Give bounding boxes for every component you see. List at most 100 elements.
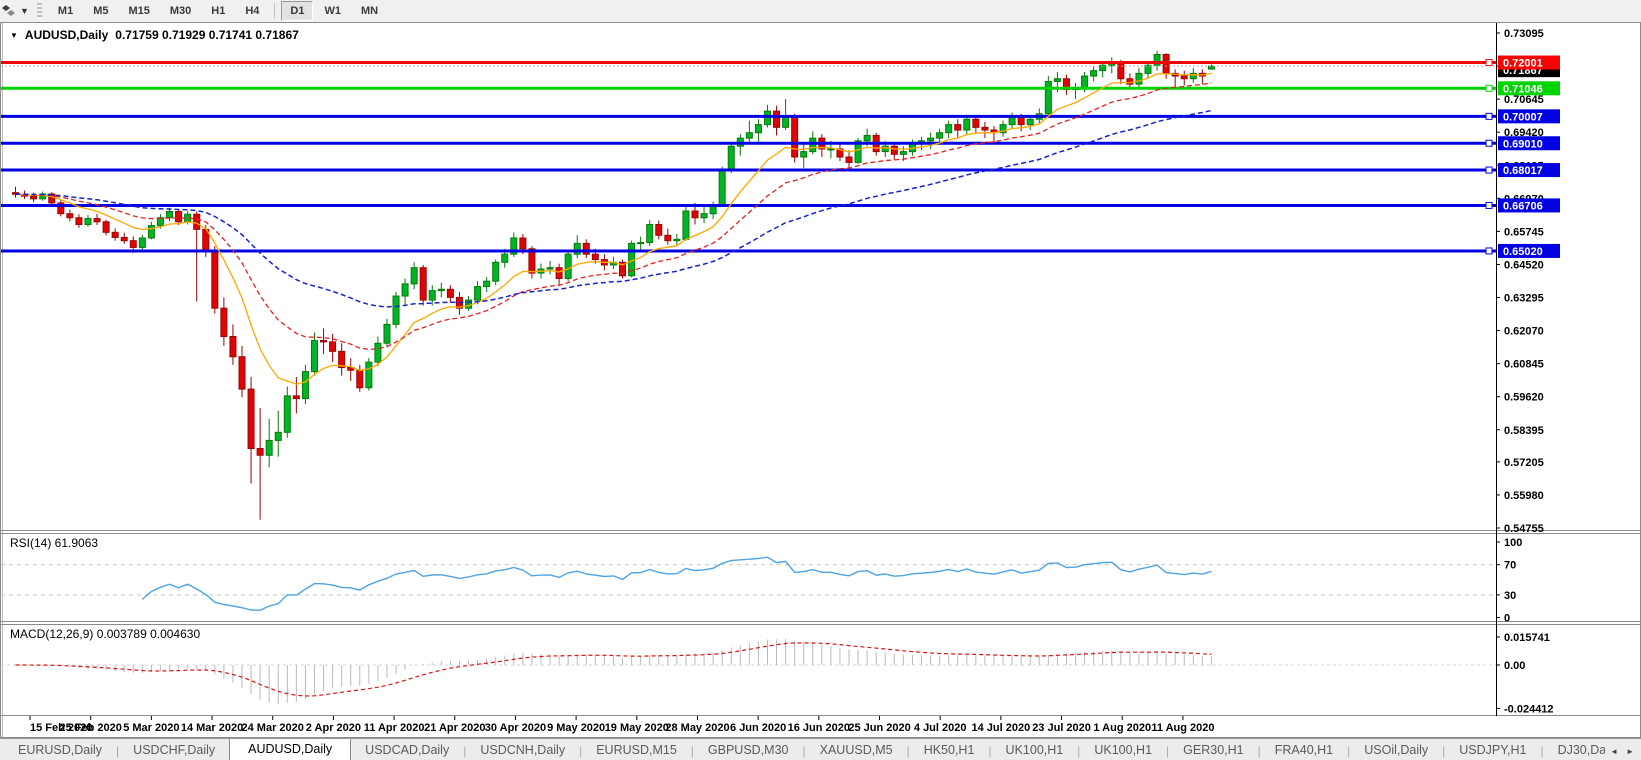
candlestick-series[interactable]: [12, 50, 1215, 520]
tab-separator: |: [1347, 744, 1351, 758]
svg-text:23 Jul 2020: 23 Jul 2020: [1032, 722, 1091, 734]
timeframe-button-m15[interactable]: M15: [128, 5, 150, 17]
tab-eurusd-daily[interactable]: EURUSD,Daily: [18, 743, 103, 757]
timeframes-toolbar: ▼ M1 M5 M15 M30 H1 H4 D1 W1 MN: [0, 0, 1641, 23]
svg-text:0.64520: 0.64520: [1504, 259, 1544, 271]
tab-xauusd-m5[interactable]: XAUUSD,M5: [819, 743, 893, 757]
svg-text:6 Jun 2020: 6 Jun 2020: [730, 722, 786, 734]
moving-average-10: [15, 72, 1212, 385]
timeframe-button-d1[interactable]: D1: [281, 1, 314, 21]
timeframe-button-mn[interactable]: MN: [360, 5, 379, 17]
tab-usdchf-daily[interactable]: USDCHF,Daily: [133, 743, 216, 757]
collapse-triangle-icon[interactable]: ▼: [10, 30, 18, 40]
timeframe-button-h4[interactable]: H4: [245, 5, 260, 17]
svg-text:0.00: 0.00: [1504, 660, 1525, 672]
macd-signal-line: [15, 642, 1212, 697]
price-axis[interactable]: 0.730950.718700.706450.694200.681950.669…: [1496, 23, 1560, 716]
chart-tabs-bar: EURUSD,Daily | USDCHF,Daily AUDUSD,Daily USD…: [0, 738, 1641, 760]
tab-uk100-h1[interactable]: UK100,H1: [1094, 743, 1153, 757]
svg-text:19 May 2020: 19 May 2020: [605, 722, 669, 734]
svg-text:0.72001: 0.72001: [1503, 58, 1543, 70]
svg-text:30 Apr 2020: 30 Apr 2020: [485, 722, 546, 734]
chart-canvas[interactable]: 0.730950.718700.706450.694200.681950.669…: [0, 22, 1641, 738]
tab-separator: |: [463, 744, 467, 758]
svg-text:0.68017: 0.68017: [1503, 165, 1543, 177]
svg-text:25 Feb 2020: 25 Feb 2020: [59, 722, 121, 734]
svg-text:11 Apr 2020: 11 Apr 2020: [364, 722, 425, 734]
tab-ger30-h1[interactable]: GER30,H1: [1183, 743, 1244, 757]
svg-text:0.65020: 0.65020: [1503, 246, 1543, 258]
svg-text:0.63295: 0.63295: [1504, 293, 1544, 305]
tab-separator: |: [579, 744, 583, 758]
toolbar-grip-handle[interactable]: [36, 3, 42, 19]
tab-separator: |: [116, 744, 120, 758]
timeframe-button-h1[interactable]: H1: [211, 5, 226, 17]
svg-text:14 Mar 2020: 14 Mar 2020: [181, 722, 243, 734]
svg-text:9 May 2020: 9 May 2020: [547, 722, 605, 734]
tab-separator: |: [690, 744, 694, 758]
tabs-scroll-right-button[interactable]: ►: [1626, 747, 1634, 756]
svg-text:0.62070: 0.62070: [1504, 326, 1544, 338]
svg-text:4 Jul 2020: 4 Jul 2020: [914, 722, 967, 734]
svg-text:25 Jun 2020: 25 Jun 2020: [848, 722, 910, 734]
tab-hk50-h1[interactable]: HK50,H1: [923, 743, 975, 757]
rsi-indicator-label: RSI(14) 61.9063: [10, 536, 99, 550]
macd-indicator-label: MACD(12,26,9) 0.003789 0.004630: [10, 627, 201, 641]
chart-symbol-label: AUDUSD,Daily: [24, 28, 109, 42]
timeframe-button-m30[interactable]: M30: [169, 5, 192, 17]
moving-average-45: [15, 109, 1212, 308]
macd-pane[interactable]: [1, 638, 1496, 705]
tab-fra40-h1[interactable]: FRA40,H1: [1274, 743, 1334, 757]
tab-separator: |: [1442, 744, 1446, 758]
chart-tools-button[interactable]: ▼: [0, 1, 35, 21]
svg-text:-0.024412: -0.024412: [1504, 703, 1554, 715]
tab-separator: |: [1166, 744, 1170, 758]
timeframe-button-w1[interactable]: W1: [324, 5, 341, 17]
tab-usoil-daily[interactable]: USOil,Daily: [1364, 743, 1429, 757]
rsi-pane[interactable]: [1, 556, 1496, 612]
tab-separator: |: [1540, 744, 1544, 758]
svg-text:0.69420: 0.69420: [1504, 127, 1544, 139]
timeframe-button-m1[interactable]: M1: [57, 5, 74, 17]
svg-text:0.54755: 0.54755: [1504, 523, 1544, 535]
chart-ohlc-values: 0.71759 0.71929 0.71741 0.71867: [115, 28, 299, 42]
tab-uk100-h1[interactable]: UK100,H1: [1005, 743, 1064, 757]
svg-text:0.59620: 0.59620: [1504, 392, 1544, 404]
tab-usdjpy-h1[interactable]: USDJPY,H1: [1459, 743, 1527, 757]
tab-audusd-daily[interactable]: AUDUSD,Daily: [229, 739, 352, 760]
tab-eurusd-m15[interactable]: EURUSD,M15: [596, 743, 677, 757]
svg-text:0.73095: 0.73095: [1504, 28, 1544, 40]
dropdown-caret-icon[interactable]: ▼: [20, 6, 29, 16]
svg-text:0.66706: 0.66706: [1503, 200, 1543, 212]
svg-text:30: 30: [1504, 590, 1516, 602]
tab-separator: |: [1257, 744, 1261, 758]
tab-dj30-daily[interactable]: DJ30,Daily: [1557, 743, 1606, 757]
horizontal-level-lines[interactable]: [1, 59, 1496, 255]
chart-area[interactable]: 0.730950.718700.706450.694200.681950.669…: [0, 22, 1641, 738]
rsi-line: [141, 556, 1212, 612]
tab-separator: |: [1077, 744, 1081, 758]
svg-text:0.69010: 0.69010: [1503, 138, 1543, 150]
tab-separator: |: [906, 744, 910, 758]
tab-scroll-buttons: ◄ ►: [1605, 746, 1641, 760]
tab-separator: |: [802, 744, 806, 758]
svg-text:1 Aug 2020: 1 Aug 2020: [1093, 722, 1151, 734]
svg-text:21 Apr 2020: 21 Apr 2020: [424, 722, 485, 734]
tab-usdcnh-daily[interactable]: USDCNH,Daily: [480, 743, 566, 757]
svg-text:0.60845: 0.60845: [1504, 359, 1544, 371]
timeframe-button-m5[interactable]: M5: [93, 5, 109, 17]
tab-gbpusd-m30[interactable]: GBPUSD,M30: [707, 743, 789, 757]
timeframe-buttons: M1 M5 M15 M30 H1 H4 D1 W1 MN: [48, 0, 388, 22]
svg-text:15 Feb 2020: 15 Feb 2020: [30, 722, 92, 734]
tab-usdcad-daily[interactable]: USDCAD,Daily: [365, 743, 450, 757]
svg-text:0.65745: 0.65745: [1504, 226, 1544, 238]
tabs-scroll-left-button[interactable]: ◄: [1610, 747, 1619, 756]
svg-text:16 Jun 2020: 16 Jun 2020: [788, 722, 850, 734]
svg-text:11 Aug 2020: 11 Aug 2020: [1151, 722, 1214, 734]
chart-title: ▼ AUDUSD,Daily 0.71759 0.71929 0.71741 0…: [10, 28, 299, 42]
svg-text:0.58395: 0.58395: [1504, 425, 1544, 437]
svg-text:70: 70: [1504, 560, 1516, 572]
svg-text:28 May 2020: 28 May 2020: [665, 722, 729, 734]
